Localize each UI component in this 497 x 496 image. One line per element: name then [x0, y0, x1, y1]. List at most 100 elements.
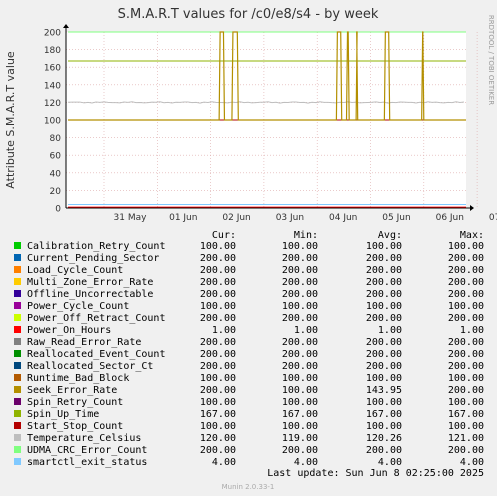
- legend-value-avg: 100.00: [366, 241, 402, 252]
- legend-value-min: 200.00: [282, 265, 318, 276]
- legend-value-max: 200.00: [448, 253, 484, 264]
- legend-swatch: [14, 326, 21, 333]
- y-tick-label: 20: [50, 187, 62, 197]
- legend-value-max: 121.00: [448, 433, 484, 444]
- plot-area: 31 May 01 Jun 02 Jun 03 Jun 04 Jun 05 Jun 06 J…: [44, 24, 497, 223]
- legend-value-cur: 100.00: [200, 241, 236, 252]
- legend-value-min: 200.00: [282, 289, 318, 300]
- legend-value-cur: 200.00: [200, 289, 236, 300]
- legend-series-name: Offline_Uncorrectable: [27, 289, 153, 300]
- legend-value-max: 100.00: [448, 301, 484, 312]
- legend-swatch: [14, 338, 21, 345]
- y-tick-label: 100: [44, 117, 61, 127]
- legend-swatch: [14, 446, 21, 453]
- legend-swatch: [14, 254, 21, 261]
- legend-column-header: Cur:: [212, 230, 236, 241]
- legend-value-avg: 100.00: [366, 301, 402, 312]
- legend-swatch: [14, 266, 21, 273]
- legend-value-cur: 200.00: [200, 361, 236, 372]
- legend-swatch: [14, 242, 21, 249]
- legend-value-cur: 100.00: [200, 373, 236, 384]
- legend-value-min: 200.00: [282, 361, 318, 372]
- legend-value-max: 100.00: [448, 241, 484, 252]
- legend-value-avg: 100.00: [366, 421, 402, 432]
- legend-value-avg: 200.00: [366, 313, 402, 324]
- legend-value-cur: 167.00: [200, 409, 236, 420]
- x-tick-label: 06 Jun: [436, 213, 464, 223]
- legend-value-cur: 100.00: [200, 301, 236, 312]
- legend-value-max: 100.00: [448, 373, 484, 384]
- legend-value-max: 200.00: [448, 361, 484, 372]
- legend-column-header: Max:: [460, 230, 484, 241]
- y-axis-label: Attribute S.M.A.R.T value: [4, 51, 17, 189]
- legend-value-min: 4.00: [294, 457, 318, 468]
- x-tick-label: 04 Jun: [329, 213, 357, 223]
- legend-value-max: 200.00: [448, 265, 484, 276]
- legend-value-avg: 167.00: [366, 409, 402, 420]
- legend-series-name: UDMA_CRC_Error_Count: [27, 445, 147, 456]
- legend-series-name: Power_On_Hours: [27, 325, 111, 336]
- legend-value-max: 200.00: [448, 337, 484, 348]
- y-tick-label: 60: [50, 152, 62, 162]
- legend-value-min: 100.00: [282, 241, 318, 252]
- legend-value-min: 200.00: [282, 445, 318, 456]
- legend-swatch: [14, 422, 21, 429]
- watermark: RRDTOOL / TOBI OETIKER: [487, 15, 495, 105]
- legend-value-min: 1.00: [294, 325, 318, 336]
- y-axis-arrow: [63, 24, 69, 28]
- legend-value-avg: 120.26: [366, 433, 402, 444]
- legend-value-avg: 100.00: [366, 397, 402, 408]
- legend-series-name: smartctl_exit_status: [27, 457, 147, 468]
- legend-value-avg: 200.00: [366, 445, 402, 456]
- legend-value-cur: 200.00: [200, 385, 236, 396]
- legend-series-name: Start_Stop_Count: [27, 421, 123, 432]
- legend-value-avg: 200.00: [366, 349, 402, 360]
- legend-series-name: Spin_Retry_Count: [27, 397, 123, 408]
- y-tick-label: 200: [44, 29, 61, 39]
- legend-swatch: [14, 374, 21, 381]
- y-tick-label: 80: [50, 134, 62, 144]
- legend-swatch: [14, 290, 21, 297]
- legend-swatch: [14, 314, 21, 321]
- legend-value-min: 200.00: [282, 277, 318, 288]
- legend-value-cur: 200.00: [200, 313, 236, 324]
- y-tick-label: 140: [44, 81, 61, 91]
- y-tick-label: 0: [55, 205, 61, 215]
- legend-value-avg: 200.00: [366, 277, 402, 288]
- x-axis-arrow: [470, 205, 474, 211]
- y-tick-label: 120: [44, 99, 61, 109]
- x-tick-label: 31 May: [114, 213, 148, 223]
- legend-value-min: 200.00: [282, 313, 318, 324]
- legend-series-name: Current_Pending_Sector: [27, 253, 159, 264]
- legend-value-min: 119.00: [282, 433, 318, 444]
- legend-value-avg: 143.95: [366, 385, 402, 396]
- legend-series-name: Spin_Up_Time: [27, 409, 99, 420]
- legend-swatch: [14, 434, 21, 441]
- legend-series-name: Reallocated_Event_Count: [27, 349, 165, 360]
- chart-title: S.M.A.R.T values for /c0/e8/s4 - by week: [118, 7, 379, 22]
- legend-value-cur: 120.00: [200, 433, 236, 444]
- legend-value-cur: 100.00: [200, 421, 236, 432]
- x-tick-label: 03 Jun: [276, 213, 304, 223]
- legend-series-name: Multi_Zone_Error_Rate: [27, 277, 153, 288]
- legend-value-avg: 200.00: [366, 265, 402, 276]
- legend-swatch: [14, 302, 21, 309]
- legend-value-min: 100.00: [282, 385, 318, 396]
- legend-value-avg: 200.00: [366, 361, 402, 372]
- legend-column-header: Avg:: [378, 230, 402, 241]
- legend-value-cur: 1.00: [212, 325, 236, 336]
- legend-swatch: [14, 410, 21, 417]
- legend-series-name: Temperature_Celsius: [27, 433, 141, 444]
- legend-value-min: 200.00: [282, 337, 318, 348]
- legend-value-min: 100.00: [282, 421, 318, 432]
- legend-value-cur: 200.00: [200, 445, 236, 456]
- legend-value-avg: 100.00: [366, 373, 402, 384]
- legend-value-min: 100.00: [282, 397, 318, 408]
- legend-series-name: Reallocated_Sector_Ct: [27, 361, 153, 372]
- legend-value-max: 200.00: [448, 289, 484, 300]
- legend-value-max: 200.00: [448, 385, 484, 396]
- last-update: Last update: Sun Jun 8 02:25:00 2025: [267, 468, 484, 479]
- legend-swatch: [14, 398, 21, 405]
- legend-value-cur: 200.00: [200, 253, 236, 264]
